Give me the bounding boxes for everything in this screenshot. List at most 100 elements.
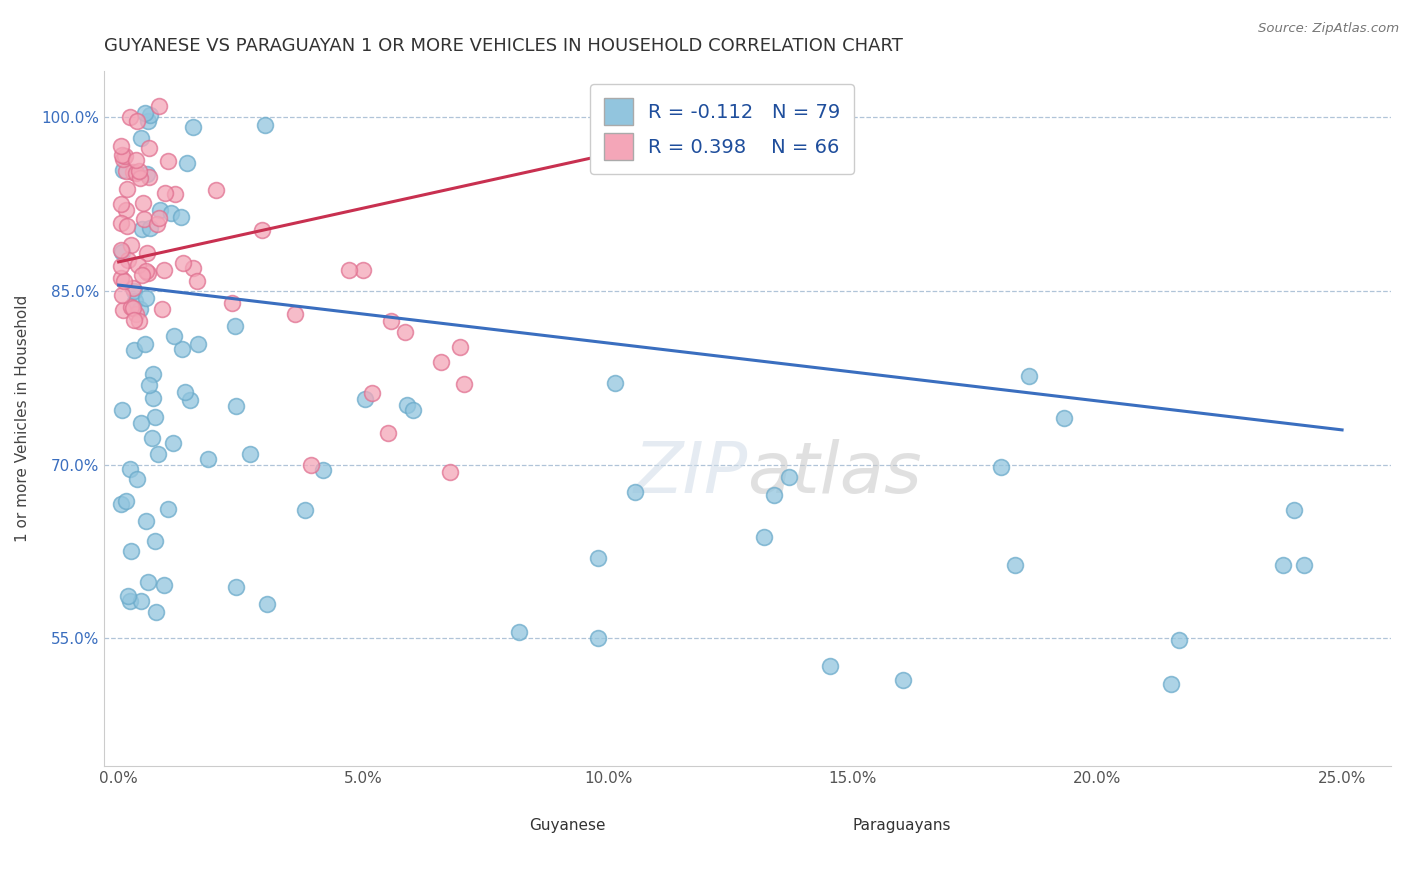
Point	[131, 268, 153, 283]
Point	[112, 274, 135, 288]
Point	[1167, 632, 1189, 647]
Point	[239, 447, 262, 461]
Point	[110, 271, 132, 285]
Point	[135, 246, 157, 260]
Point	[1004, 558, 1026, 572]
Point	[508, 625, 530, 640]
Point	[778, 470, 800, 484]
Point	[111, 245, 134, 260]
Point	[221, 295, 243, 310]
Point	[172, 256, 194, 270]
Point	[586, 631, 609, 645]
Point	[179, 392, 201, 407]
Point	[117, 252, 139, 267]
Point	[124, 312, 146, 326]
Point	[143, 410, 166, 425]
Point	[132, 196, 155, 211]
Point	[402, 403, 425, 417]
Point	[173, 385, 195, 400]
Point	[129, 301, 152, 316]
Point	[114, 149, 136, 163]
Point	[163, 329, 186, 343]
Point	[1053, 410, 1076, 425]
Point	[124, 293, 146, 308]
Point	[586, 551, 609, 566]
Point	[128, 164, 150, 178]
Point	[132, 211, 155, 226]
Point	[128, 314, 150, 328]
Point	[120, 461, 142, 475]
Point	[111, 287, 134, 301]
Point	[818, 658, 841, 673]
Point	[118, 594, 141, 608]
Point	[155, 186, 177, 200]
Point	[124, 153, 146, 168]
Point	[120, 237, 142, 252]
Point	[453, 377, 475, 392]
Point	[110, 197, 132, 211]
Point	[138, 141, 160, 155]
Point	[152, 578, 174, 592]
Point	[377, 425, 399, 440]
Point	[141, 431, 163, 445]
Point	[118, 110, 141, 124]
Legend: R = -0.112   N = 79, R = 0.398    N = 66: R = -0.112 N = 79, R = 0.398 N = 66	[591, 84, 853, 174]
Point	[1018, 368, 1040, 383]
Point	[143, 533, 166, 548]
Point	[112, 302, 135, 317]
Point	[352, 263, 374, 277]
Point	[225, 400, 247, 414]
Point	[127, 258, 149, 272]
Point	[353, 392, 375, 406]
Point	[156, 502, 179, 516]
Point	[394, 325, 416, 339]
Point	[624, 485, 647, 500]
Point	[186, 275, 208, 289]
Point	[110, 138, 132, 153]
Point	[142, 391, 165, 405]
Point	[136, 266, 159, 280]
Point	[146, 447, 169, 461]
Point	[122, 281, 145, 295]
Point	[603, 376, 626, 391]
Point	[176, 156, 198, 170]
Point	[752, 530, 775, 544]
Point	[148, 99, 170, 113]
Point	[125, 114, 148, 128]
Point	[380, 313, 402, 327]
Text: Paraguayans: Paraguayans	[852, 818, 952, 833]
Y-axis label: 1 or more Vehicles in Household: 1 or more Vehicles in Household	[15, 294, 30, 542]
Point	[893, 673, 915, 687]
Point	[439, 465, 461, 479]
Point	[301, 458, 323, 472]
Point	[129, 170, 152, 185]
Point	[337, 263, 360, 277]
Point	[429, 355, 451, 369]
Point	[256, 597, 278, 611]
Point	[114, 164, 136, 178]
Point	[122, 165, 145, 179]
Point	[197, 451, 219, 466]
Point	[117, 219, 139, 234]
Text: Guyanese: Guyanese	[529, 818, 606, 833]
Point	[149, 202, 172, 217]
Text: Source: ZipAtlas.com: Source: ZipAtlas.com	[1258, 22, 1399, 36]
Point	[224, 318, 246, 333]
Point	[110, 244, 132, 258]
Point	[115, 202, 138, 217]
Point	[131, 222, 153, 236]
Point	[157, 153, 180, 168]
Point	[125, 166, 148, 180]
Point	[205, 183, 228, 197]
Point	[449, 340, 471, 354]
Point	[284, 307, 307, 321]
Point	[252, 223, 274, 237]
Text: atlas: atlas	[748, 440, 922, 508]
Point	[162, 436, 184, 450]
Point	[110, 497, 132, 511]
Point	[134, 106, 156, 120]
Point	[254, 118, 277, 132]
Point	[115, 182, 138, 196]
Point	[1160, 677, 1182, 691]
Point	[395, 398, 418, 412]
